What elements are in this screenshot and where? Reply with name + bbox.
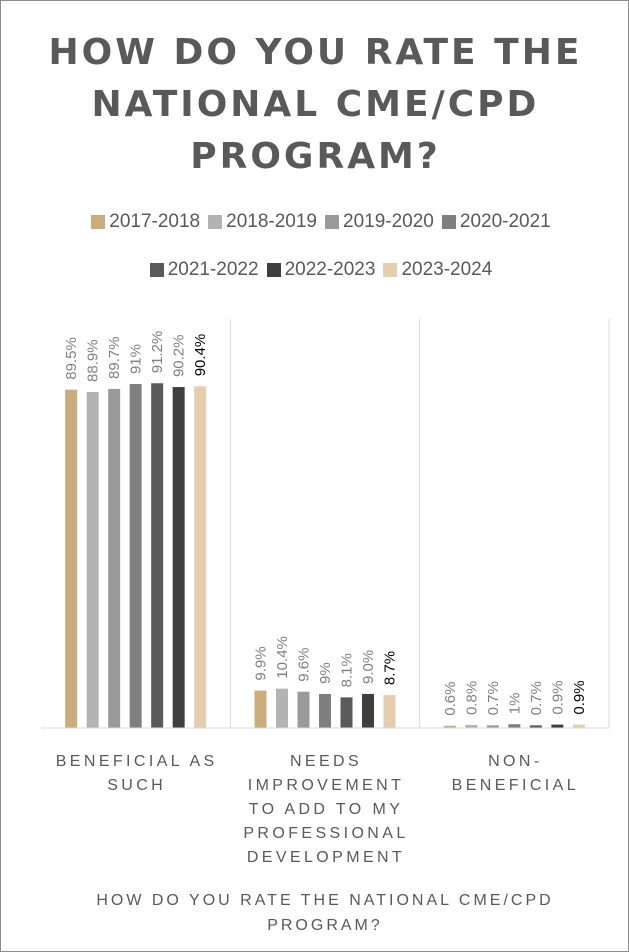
- category-label: BENEFICIAL AS: [56, 753, 218, 770]
- bar: [383, 695, 396, 728]
- legend-item: 2021-2022: [149, 259, 259, 281]
- legend-label: 2020-2021: [459, 211, 551, 232]
- data-label: 8.1%: [339, 653, 356, 687]
- legend-item: 2017-2018: [91, 211, 200, 233]
- bar: [254, 690, 267, 728]
- legend-item: 2022-2023: [266, 259, 376, 281]
- bar: [276, 688, 288, 728]
- legend-label: 2023-2024: [401, 259, 493, 280]
- bar: [194, 386, 207, 728]
- bar: [486, 725, 499, 728]
- data-label: 0.9%: [571, 680, 588, 714]
- data-label: 0.7%: [528, 681, 545, 715]
- bar: [172, 387, 185, 728]
- data-label: 9.6%: [296, 648, 313, 682]
- legend-label: 2022-2023: [284, 259, 376, 280]
- data-label: 91.2%: [149, 331, 166, 374]
- category-label: TO ADD TO MY: [249, 801, 404, 818]
- bar: [362, 693, 374, 728]
- data-label: 10.4%: [274, 636, 291, 679]
- legend-item: 2019-2020: [325, 211, 434, 233]
- bar: [129, 384, 142, 728]
- data-label: 9.9%: [253, 646, 270, 680]
- legend-label: 2017-2018: [109, 211, 201, 232]
- data-label: 89.7%: [106, 336, 123, 379]
- legend-row-1: 2017-2018 2018-2019 2019-2020 2020-2021: [87, 211, 555, 233]
- legend-item: 2023-2024: [383, 259, 492, 281]
- category-label: NEEDS: [290, 753, 362, 770]
- bar: [297, 691, 310, 728]
- data-label: 89.5%: [63, 337, 80, 380]
- x-axis-title: HOW DO YOU RATE THE NATIONAL CME/CPD: [96, 892, 553, 909]
- legend: 2017-2018 2018-2019 2019-2020 2020-2021: [41, 211, 601, 233]
- category-label: SUCH: [107, 777, 166, 794]
- data-label: 90.4%: [192, 334, 209, 377]
- x-axis-title: PROGRAM?: [267, 917, 383, 934]
- legend-swatch: [208, 215, 223, 229]
- legend-label: 2018-2019: [226, 211, 317, 232]
- legend-swatch: [266, 263, 281, 277]
- data-label: 0.6%: [442, 682, 459, 716]
- category-label: PROFESSIONAL: [243, 825, 408, 842]
- bar: [465, 724, 478, 728]
- bar: [108, 388, 121, 728]
- legend-row-2: 2021-2022 2022-2023 2023-2024: [146, 259, 497, 281]
- bar: [572, 724, 585, 728]
- category-label: NON-: [488, 753, 542, 770]
- category-label: BENEFICIAL: [452, 777, 579, 794]
- data-label: 0.8%: [463, 681, 480, 715]
- bar: [551, 724, 564, 728]
- data-label: 8.7%: [382, 651, 399, 685]
- data-label: 91%: [128, 344, 145, 374]
- legend-label: 2021-2022: [167, 259, 259, 280]
- data-label: 1%: [506, 693, 523, 715]
- bar: [86, 391, 99, 728]
- legend-item: 2020-2021: [441, 211, 551, 233]
- category-label: IMPROVEMENT: [248, 777, 405, 794]
- legend-swatch: [383, 263, 398, 277]
- chart-title: HOW DO YOU RATE THE NATIONAL CME/CPD PRO…: [48, 32, 583, 177]
- legend-swatch: [149, 263, 164, 277]
- legend-label: 2019-2020: [343, 211, 434, 232]
- bar: [319, 693, 331, 728]
- data-label: 0.7%: [485, 681, 502, 715]
- data-label: 88.9%: [85, 339, 102, 382]
- bar: [508, 724, 521, 728]
- bar: [340, 697, 353, 728]
- legend-item: 2018-2019: [208, 211, 317, 233]
- bar: [529, 725, 542, 728]
- legend-swatch: [91, 215, 106, 229]
- data-label: 90.2%: [171, 334, 188, 377]
- category-label: DEVELOPMENT: [247, 849, 405, 866]
- data-label: 9.0%: [360, 650, 377, 684]
- bar: [65, 389, 78, 728]
- legend-swatch: [441, 215, 456, 229]
- data-label: 9%: [317, 662, 334, 684]
- data-label: 0.9%: [549, 680, 566, 714]
- legend-swatch: [325, 215, 339, 229]
- bar: [443, 725, 456, 728]
- bar: [151, 383, 164, 728]
- legend-second-row: 2021-2022 2022-2023 2023-2024: [41, 259, 601, 281]
